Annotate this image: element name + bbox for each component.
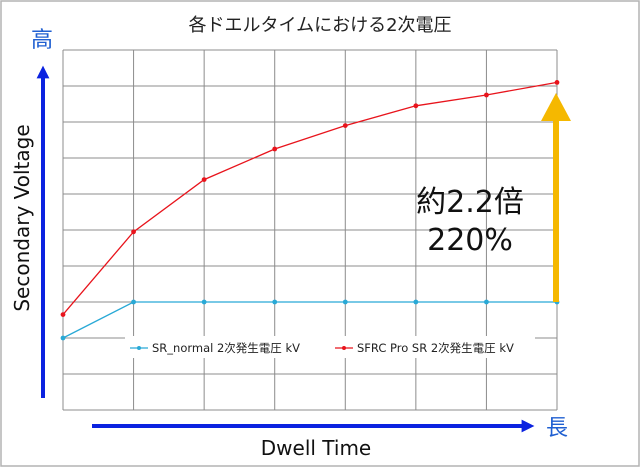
legend-marker-sr-normal — [137, 346, 141, 350]
legend: SR_normal 2次発生電圧 kV SFRC Pro SR 2次発生電圧 k… — [125, 336, 535, 358]
chart-title: 各ドエルタイムにおける2次電圧 — [188, 15, 451, 36]
x-axis-label: Dwell Time — [261, 436, 371, 460]
increase-arrow-shaft — [553, 118, 559, 302]
series-layer — [60, 80, 560, 341]
data-point-s1-4 — [342, 123, 348, 128]
data-point-s0-1 — [131, 299, 136, 305]
increase-arrow — [541, 93, 571, 302]
increase-arrow-head — [541, 93, 571, 121]
data-point-s1-0 — [60, 312, 66, 317]
data-point-s0-6 — [484, 299, 489, 305]
data-point-s1-3 — [272, 146, 278, 152]
legend-label-sr-normal: SR_normal 2次発生電圧 kV — [152, 341, 300, 355]
data-point-s1-7 — [554, 80, 560, 85]
increase-ratio-label: 約2.2倍 — [416, 185, 524, 220]
data-point-s0-0 — [60, 335, 66, 341]
data-point-s1-6 — [484, 92, 489, 98]
data-point-s0-4 — [342, 299, 348, 305]
y-high-label: 高 — [31, 28, 53, 53]
increase-percent-label: 220% — [427, 223, 513, 258]
legend-background — [125, 336, 535, 358]
data-point-s1-5 — [413, 103, 419, 109]
data-point-s0-5 — [413, 299, 419, 305]
series-line-0 — [62, 301, 557, 339]
legend-marker-sfrc-pro — [342, 346, 346, 350]
data-point-s1-2 — [201, 177, 207, 183]
data-point-s1-1 — [131, 229, 136, 235]
data-point-s0-2 — [201, 299, 207, 305]
legend-label-sfrc-pro: SFRC Pro SR 2次発生電圧 kV — [357, 341, 514, 355]
data-point-s0-3 — [272, 299, 278, 305]
x-long-label: 長 — [546, 416, 568, 441]
series-line-1 — [62, 81, 558, 316]
y-axis-label: Secondary Voltage — [10, 124, 34, 311]
